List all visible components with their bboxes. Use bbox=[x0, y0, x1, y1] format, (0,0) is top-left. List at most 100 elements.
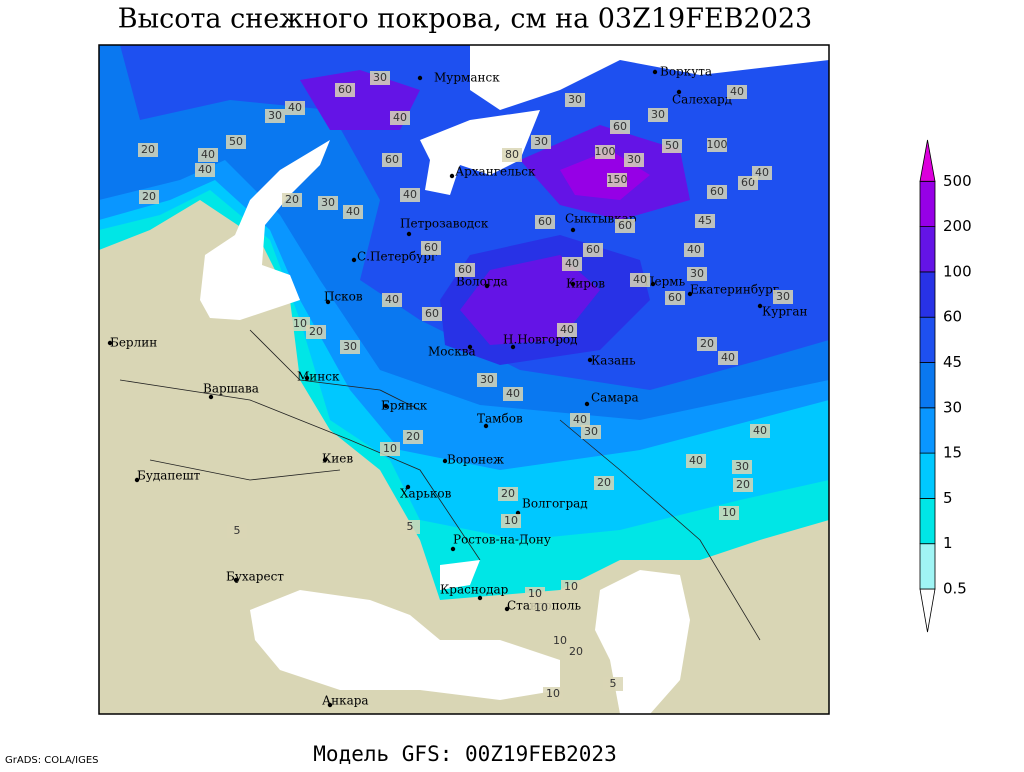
contour-label-box bbox=[550, 634, 570, 648]
contour-label-box bbox=[594, 476, 614, 490]
contour-label: 20 bbox=[142, 190, 156, 203]
city-dot bbox=[570, 227, 576, 233]
barents-sea bbox=[470, 45, 829, 110]
contour-label: 5 bbox=[610, 677, 617, 690]
contour-label: 20 bbox=[597, 476, 611, 489]
contour-label: 30 bbox=[480, 373, 494, 386]
contour-label-box bbox=[343, 205, 363, 219]
contour-label: 5 bbox=[407, 520, 414, 533]
contour-label: 60 bbox=[741, 176, 755, 189]
contour-label-box bbox=[603, 677, 623, 691]
city-dot bbox=[449, 173, 455, 179]
contour-label-box bbox=[719, 506, 739, 520]
city-dot bbox=[650, 281, 656, 287]
city-label: Ростов-на-Дону bbox=[453, 533, 551, 547]
map: Мурманск ВоркутаСалехардАрхангельскСыктыв… bbox=[99, 45, 829, 714]
contour-label: 40 bbox=[730, 85, 744, 98]
contour-label-box bbox=[285, 101, 305, 115]
colorbar-label: 30 bbox=[943, 398, 962, 416]
contour-label-box bbox=[566, 645, 586, 659]
city-dot bbox=[405, 484, 411, 490]
contour-label: 40 bbox=[201, 148, 215, 161]
contour-label: 20 bbox=[285, 193, 299, 206]
contour-label: 40 bbox=[689, 454, 703, 467]
city-dot bbox=[233, 577, 239, 583]
contour-label-box bbox=[370, 71, 390, 85]
contour-label-box bbox=[697, 337, 717, 351]
contour-label-box bbox=[382, 153, 402, 167]
city-dot bbox=[587, 357, 593, 363]
city-label: Петрозаводск bbox=[400, 217, 489, 231]
contour-label-box bbox=[583, 243, 603, 257]
contour-label: 30 bbox=[373, 71, 387, 84]
contour-label: 30 bbox=[343, 340, 357, 353]
city-dot bbox=[383, 403, 389, 409]
contour-label-box bbox=[581, 425, 601, 439]
contour-label: 60 bbox=[618, 219, 632, 232]
colorbar-label: 200 bbox=[943, 217, 972, 235]
contour-label: 100 bbox=[595, 145, 616, 158]
city-dot bbox=[107, 340, 113, 346]
city-label: Будапешт bbox=[137, 469, 201, 483]
city-label: Минск bbox=[297, 370, 340, 384]
contour-label-box bbox=[421, 241, 441, 255]
city-label: Мурманск bbox=[434, 71, 500, 85]
city-label: Киев bbox=[322, 452, 353, 466]
city-label: Воронеж bbox=[447, 453, 504, 467]
city-dot bbox=[584, 401, 590, 407]
contour-label: 100 bbox=[707, 138, 728, 151]
contour-label: 80 bbox=[505, 148, 519, 161]
city-dot bbox=[442, 458, 448, 464]
contour-label-box bbox=[562, 257, 582, 271]
contour-label-box bbox=[733, 478, 753, 492]
title: Высота снежного покрова, см на 03Z19FEB2… bbox=[118, 4, 812, 35]
city-dot bbox=[327, 702, 333, 708]
contour-label: 60 bbox=[668, 291, 682, 304]
city-label: Анкара bbox=[322, 694, 369, 708]
contour-label: 40 bbox=[565, 257, 579, 270]
border bbox=[119, 379, 481, 561]
contour-label-box bbox=[318, 196, 338, 210]
colorbar-label: 0.5 bbox=[943, 580, 967, 598]
contour-label: 10 bbox=[528, 587, 542, 600]
city-dot bbox=[757, 303, 763, 309]
footer: Модель GFS: 00Z19FEB2023 bbox=[313, 742, 616, 766]
azov-sea bbox=[440, 560, 480, 590]
contour-label-box bbox=[707, 185, 727, 199]
city-label: Салехард bbox=[672, 93, 732, 107]
contour-label: 20 bbox=[406, 430, 420, 443]
city-label: Екатеринбург bbox=[690, 283, 779, 297]
colorbar-label: 100 bbox=[943, 262, 972, 280]
contour-label: 30 bbox=[776, 290, 790, 303]
colorbar-label: 45 bbox=[943, 353, 962, 371]
contour-label: 10 bbox=[546, 687, 560, 700]
contour-label: 60 bbox=[538, 215, 552, 228]
city-label: Пермь bbox=[644, 275, 686, 289]
contour-label-box bbox=[138, 143, 158, 157]
contour-label: 40 bbox=[393, 111, 407, 124]
contour-label: 30 bbox=[690, 267, 704, 280]
city-label: Воркута bbox=[660, 65, 712, 79]
contour-label-box bbox=[226, 135, 246, 149]
city-dot bbox=[510, 344, 516, 350]
colorbar-over bbox=[919, 139, 936, 182]
contour-label-box bbox=[687, 267, 707, 281]
city-dot bbox=[450, 546, 456, 552]
city-dot bbox=[477, 595, 483, 601]
city-label: Харьков bbox=[400, 487, 452, 501]
colorbar-label: 1 bbox=[943, 534, 953, 552]
contour-label: 60 bbox=[710, 185, 724, 198]
contour-label-box bbox=[543, 687, 563, 701]
contour-label: 40 bbox=[687, 243, 701, 256]
city-label: Волгоград bbox=[522, 497, 588, 511]
black-sea bbox=[250, 590, 560, 700]
contour-label: 60 bbox=[425, 307, 439, 320]
city-label: С.Петербург bbox=[357, 250, 437, 264]
colorbar-segment bbox=[919, 543, 936, 590]
contour-label-box bbox=[335, 83, 355, 97]
contour-label-box bbox=[630, 273, 650, 287]
contour-label-box bbox=[306, 325, 326, 339]
contour-label-box bbox=[610, 120, 630, 134]
contour-label: 150 bbox=[607, 173, 628, 186]
contour-label: 40 bbox=[573, 413, 587, 426]
